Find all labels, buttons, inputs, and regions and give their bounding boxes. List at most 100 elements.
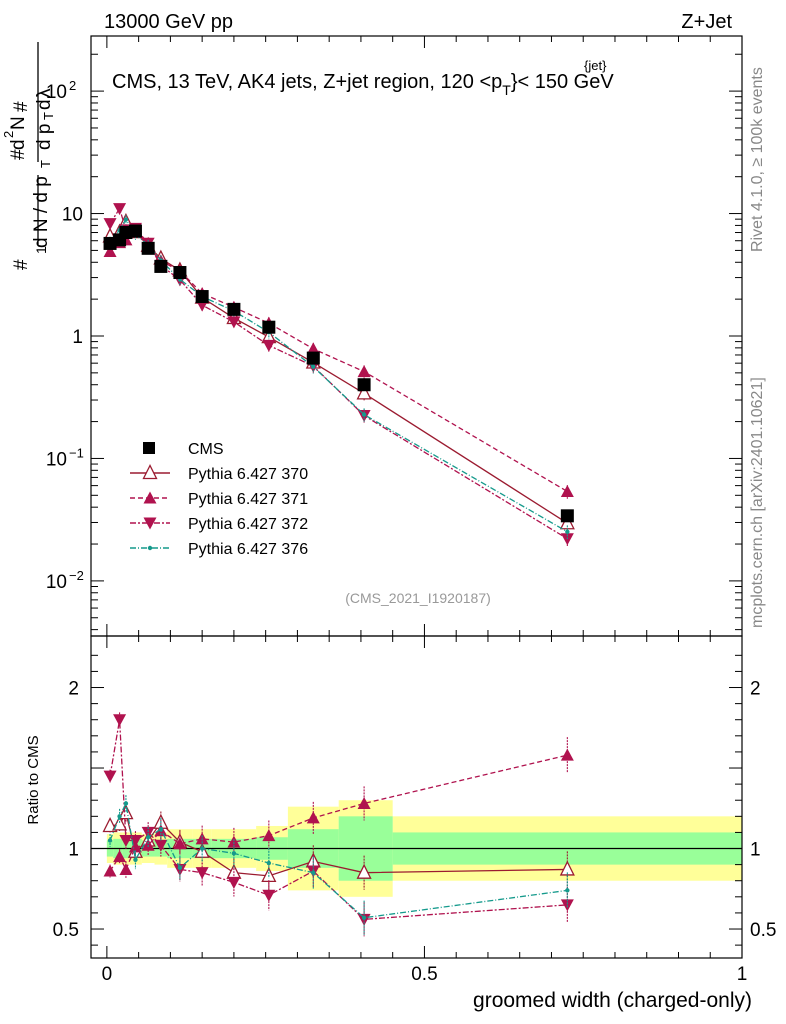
series-marker-2: [103, 218, 117, 231]
ratio-series-marker-1: [173, 837, 187, 850]
svg-text:#: #: [11, 101, 32, 112]
ratio-series-marker-3: [177, 865, 183, 871]
legend-marker-3: [147, 545, 153, 551]
svg-text:d: d: [8, 139, 29, 150]
ratio-series-marker-0: [356, 863, 372, 879]
ratio-series-marker-1: [306, 811, 320, 824]
ratio-series-marker-3: [231, 851, 237, 856]
svg-text:T: T: [38, 160, 53, 168]
ratio-tick-label-right: 0.5: [750, 920, 776, 941]
title-sub: T: [502, 82, 511, 98]
y-tick-label: 1: [72, 327, 83, 348]
ratio-series-marker-3: [158, 827, 164, 832]
x-axis-label: groomed width (charged-only): [473, 989, 752, 1012]
ratio-series-marker-3: [117, 814, 122, 819]
svg-text:#: #: [11, 259, 32, 270]
svg-text:#: #: [8, 149, 29, 160]
ratio-tick-label-right: 2: [750, 679, 761, 700]
y-tick-label: 10: [46, 572, 67, 593]
energy-label: 13000 GeV pp: [104, 11, 233, 33]
cms-point: [195, 290, 209, 304]
ratio-tick-label-left: 0.5: [53, 920, 79, 941]
y-axis-label-top: # 1 d N / d p T # d 2 N # d p T d λ: [1, 42, 56, 270]
series-marker-1: [306, 342, 320, 355]
svg-text:1: 1: [33, 246, 49, 254]
svg-text:CMS, 13 TeV, AK4 jets, Z+jet r: CMS, 13 TeV, AK4 jets, Z+jet region, 120…: [112, 71, 614, 98]
series-marker-1: [560, 484, 574, 497]
legend-marker-0: [142, 464, 158, 480]
ratio-tick-label-left: 1: [68, 840, 79, 861]
legend-cms-label: CMS: [188, 441, 224, 458]
ratio-series-marker-2: [119, 834, 133, 847]
ratio-series-marker-1: [560, 748, 574, 761]
y-tick-label: 10: [62, 205, 83, 226]
ratio-series-marker-3: [199, 846, 205, 851]
series-line-2: [109, 207, 568, 540]
ratio-series-marker-2: [141, 826, 155, 839]
cms-point: [227, 302, 241, 316]
legend-marker-1: [143, 491, 157, 504]
legend-marker-2: [143, 517, 157, 530]
y-tick-exponent: 2: [69, 78, 76, 93]
ratio-series-marker-1: [141, 838, 155, 851]
x-tick-label: 1: [737, 964, 748, 985]
cms-point: [154, 259, 168, 273]
ratio-tick-label-right: 1: [750, 840, 761, 861]
ratio-series-marker-0: [559, 860, 575, 876]
ratio-series-marker-2: [128, 834, 142, 847]
series-marker-3: [311, 364, 316, 369]
series-marker-3: [565, 529, 570, 535]
title-sup: {jet}: [584, 58, 607, 73]
cms-point: [141, 241, 155, 255]
legend-label-0: Pythia 6.427 370: [188, 466, 308, 483]
y-tick-exponent: −1: [69, 445, 84, 460]
cms-point: [560, 509, 574, 523]
y-tick-label: 10: [46, 449, 67, 470]
ratio-series-marker-0: [118, 804, 134, 820]
ratio-series-marker-2: [113, 714, 127, 727]
ratio-series-marker-3: [565, 888, 570, 893]
series-marker-2: [262, 339, 276, 352]
legend-label-2: Pythia 6.427 372: [188, 516, 308, 533]
cms-point: [306, 351, 320, 365]
ratio-series-marker-0: [112, 815, 128, 831]
ratio-series-marker-1: [119, 862, 133, 875]
analysis-id: (CMS_2021_I1920187): [345, 590, 491, 606]
ratio-series-marker-3: [266, 860, 272, 866]
series-marker-0: [356, 384, 372, 400]
legend-label-3: Pythia 6.427 376: [188, 541, 308, 558]
svg-text:d N / d p: d N / d p: [31, 176, 52, 248]
legend-cms-marker: [143, 442, 155, 454]
cms-point: [357, 378, 371, 392]
cms-point: [128, 224, 142, 238]
title-end: }< 150 GeV: [511, 71, 615, 93]
ratio-series-marker-1: [357, 796, 371, 809]
legend-label-1: Pythia 6.427 371: [188, 491, 308, 508]
ratio-series-marker-3: [361, 915, 367, 920]
ratio-series-marker-2: [227, 876, 241, 889]
svg-text:d p: d p: [34, 124, 55, 150]
legend: CMS Pythia 6.427 370 Pythia 6.427 371 Pythi…: [130, 441, 308, 558]
cms-point: [262, 320, 276, 334]
ratio-series-marker-2: [262, 889, 276, 902]
cms-point: [173, 266, 187, 280]
series-marker-1: [357, 365, 371, 378]
series-marker-3: [361, 412, 367, 417]
ratio-series-marker-1: [113, 850, 127, 863]
ratio-tick-label-left: 2: [68, 679, 79, 700]
x-tick-label: 0: [102, 964, 113, 985]
ratio-series-marker-3: [145, 835, 151, 840]
series-marker-2: [113, 203, 127, 216]
ratio-series-marker-1: [262, 829, 276, 842]
svg-text:T: T: [41, 112, 56, 120]
y-axis-label-ratio: Ratio to CMS: [25, 735, 42, 824]
series-marker-2: [560, 533, 574, 546]
plot-title: CMS, 13 TeV, AK4 jets, Z+jet region, 120…: [112, 58, 614, 98]
svg-text:d: d: [34, 99, 55, 110]
mcplots-label: mcplots.cern.ch [arXiv:2401.10621]: [749, 377, 766, 628]
x-tick-label: 0.5: [411, 964, 437, 985]
svg-text:N: N: [8, 116, 29, 130]
title-main: CMS, 13 TeV, AK4 jets, Z+jet region, 120…: [112, 71, 502, 93]
ratio-frame: [90, 635, 743, 959]
